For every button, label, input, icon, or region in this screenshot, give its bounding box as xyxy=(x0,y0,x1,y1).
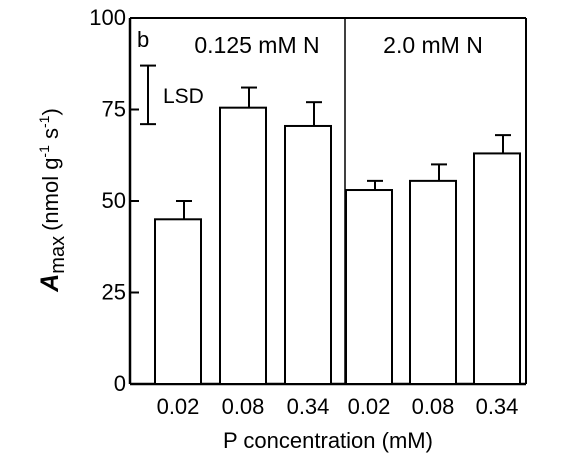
y-axis-label: Amax(nmol g-1 s-1) xyxy=(36,108,69,293)
group-label-2: 2.0 mM N xyxy=(383,32,483,58)
bar xyxy=(220,108,266,384)
bar xyxy=(410,181,456,384)
y-tick-label: 0 xyxy=(114,371,126,396)
bar xyxy=(346,190,392,384)
y-label-main: A xyxy=(36,274,64,293)
bar xyxy=(474,153,520,384)
y-tick-label: 50 xyxy=(102,188,126,213)
y-label-units-close: ) xyxy=(38,108,63,115)
bars xyxy=(155,88,520,384)
x-tick-label: 0.02 xyxy=(157,394,200,419)
y-tick-label: 25 xyxy=(102,280,126,305)
x-tick-label: 0.08 xyxy=(412,394,455,419)
x-tick-label: 0.08 xyxy=(222,394,265,419)
bar xyxy=(155,219,201,384)
bar xyxy=(285,126,331,384)
x-axis-label: P concentration (mM) xyxy=(223,428,433,453)
lsd-bar: LSD xyxy=(140,66,204,125)
y-tick-label: 75 xyxy=(102,97,126,122)
y-label-subscript: max xyxy=(47,236,69,274)
y-label-units-mid: s xyxy=(38,128,63,145)
lsd-label: LSD xyxy=(163,85,204,108)
y-ticks: 0 25 50 75 100 xyxy=(89,5,139,396)
x-tick-label: 0.02 xyxy=(348,394,391,419)
y-label-exponent-2: -1 xyxy=(36,115,52,128)
y-label-units: (nmol g xyxy=(38,158,63,231)
x-tick-label: 0.34 xyxy=(287,394,330,419)
panel-label: b xyxy=(137,27,149,52)
y-label-exponent-1: -1 xyxy=(36,145,52,158)
group-label-1: 0.125 mM N xyxy=(194,32,319,58)
x-ticks: 0.02 0.08 0.34 0.02 0.08 0.34 xyxy=(157,394,519,419)
x-tick-label: 0.34 xyxy=(476,394,519,419)
y-tick-label: 100 xyxy=(89,5,126,30)
